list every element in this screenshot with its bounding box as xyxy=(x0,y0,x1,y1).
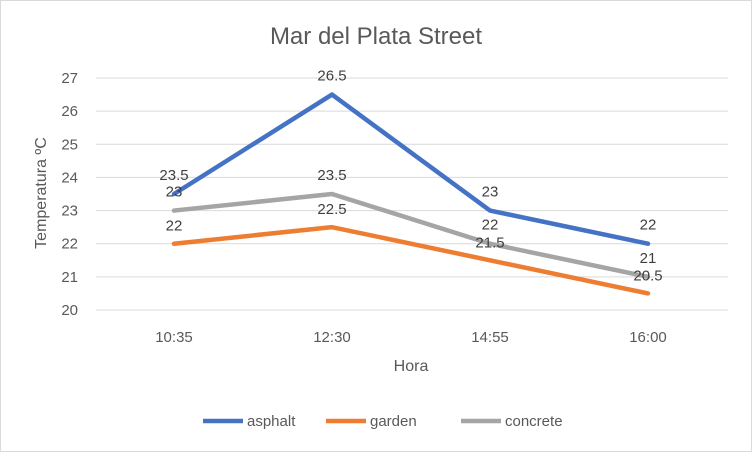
legend-label-asphalt: asphalt xyxy=(247,413,296,430)
x-tick-label: 16:00 xyxy=(629,329,667,346)
x-tick-label: 14:55 xyxy=(471,329,509,346)
y-tick-label: 23 xyxy=(61,203,78,220)
series-lines xyxy=(171,92,651,296)
series-line-asphalt xyxy=(171,92,651,246)
y-tick-label: 25 xyxy=(61,136,78,153)
data-label-asphalt: 23.5 xyxy=(159,167,188,184)
data-label-garden: 22 xyxy=(166,218,183,235)
y-axis-ticks: 20 21 22 23 24 25 26 27 xyxy=(61,70,78,319)
data-label-concrete: 22 xyxy=(482,217,499,234)
y-tick-label: 22 xyxy=(61,236,78,253)
legend-label-concrete: concrete xyxy=(505,413,563,430)
data-label-concrete: 23 xyxy=(166,184,183,201)
data-label-garden: 20.5 xyxy=(633,267,662,284)
y-tick-label: 21 xyxy=(61,269,78,286)
y-tick-label: 24 xyxy=(61,169,78,186)
x-tick-label: 12:30 xyxy=(313,329,351,346)
y-tick-label: 20 xyxy=(61,302,78,319)
series-line-garden xyxy=(171,224,651,296)
data-label-asphalt: 23 xyxy=(482,184,499,201)
data-label-asphalt: 22 xyxy=(640,217,657,234)
legend: asphalt garden concrete xyxy=(203,413,563,430)
y-tick-label: 26 xyxy=(61,103,78,120)
x-axis-ticks: 10:35 12:30 14:55 16:00 xyxy=(155,329,667,346)
x-tick-label: 10:35 xyxy=(155,329,193,346)
data-label-asphalt: 26.5 xyxy=(317,68,346,85)
data-label-garden: 22.5 xyxy=(317,201,346,218)
data-label-concrete: 21 xyxy=(640,250,657,267)
x-axis-label: Hora xyxy=(394,358,429,375)
data-label-concrete: 23.5 xyxy=(317,167,346,184)
legend-label-garden: garden xyxy=(370,413,417,430)
chart-title: Mar del Plata Street xyxy=(270,23,482,50)
series-line-concrete xyxy=(171,191,651,280)
data-label-garden: 21.5 xyxy=(475,234,504,251)
y-tick-label: 27 xyxy=(61,70,78,87)
y-axis-label: Temperatura ºC xyxy=(33,137,50,249)
